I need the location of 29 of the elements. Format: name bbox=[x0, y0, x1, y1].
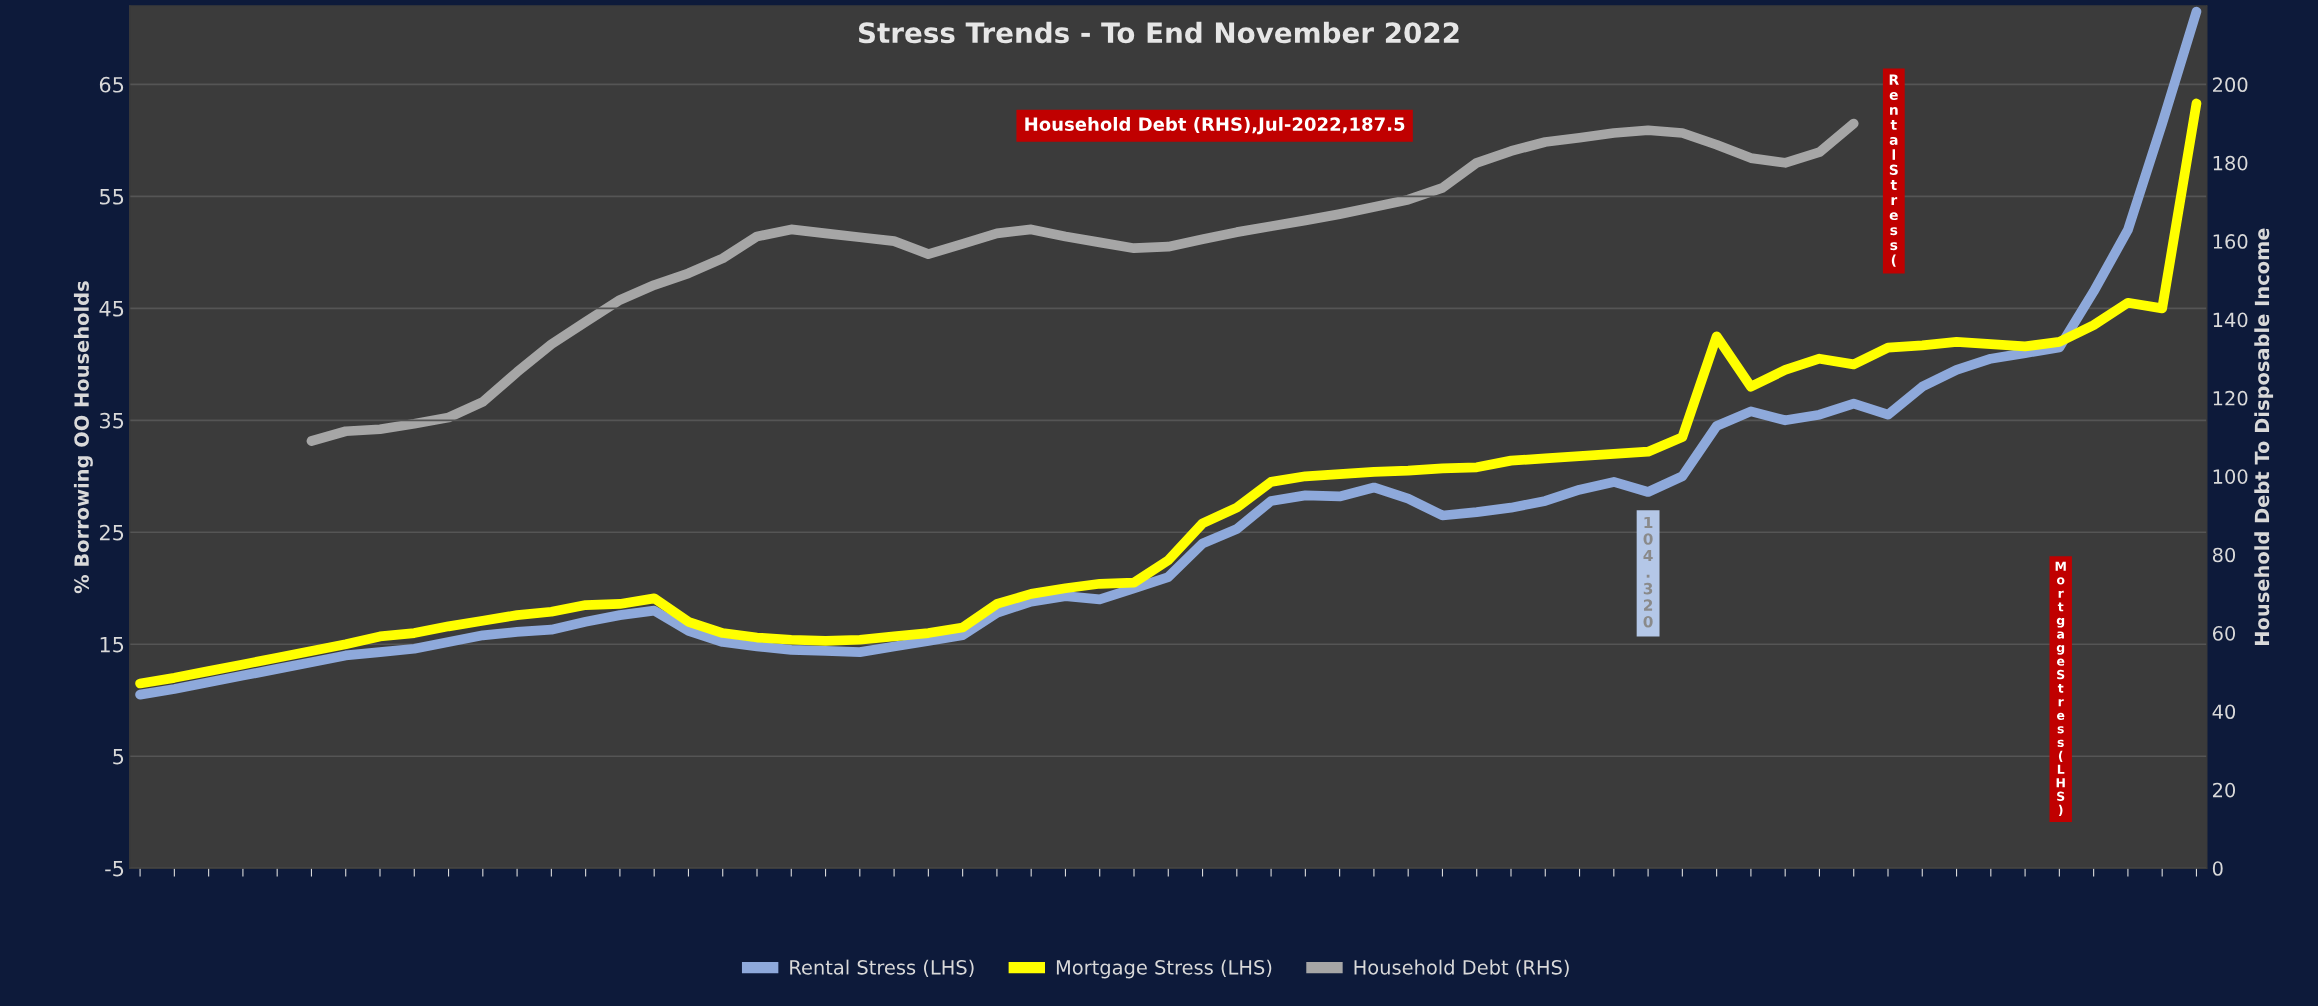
legend-label: Rental Stress (LHS) bbox=[790, 959, 974, 977]
annotation: Household Debt (RHS),Jul-2022,187.5 bbox=[1025, 117, 1405, 135]
y2-tick-label: 40 bbox=[2212, 704, 2236, 720]
y2-tick-label: 60 bbox=[2212, 626, 2236, 641]
y2-tick-label: 180 bbox=[2213, 155, 2248, 171]
y2-tick-label: 20 bbox=[2213, 782, 2236, 798]
annotation: 104.320 bbox=[1643, 516, 1653, 628]
y-tick-label: -5 bbox=[105, 860, 124, 877]
y2-tick-label: 140 bbox=[2213, 312, 2248, 328]
y-tick-label: 45 bbox=[99, 301, 124, 317]
y-axis-title: % Borrowing OO Households bbox=[73, 281, 93, 594]
y-tick-label: 5 bbox=[113, 748, 124, 765]
y2-tick-label: 160 bbox=[2213, 234, 2248, 249]
chart-title: Stress Trends - To End November 2022 bbox=[858, 21, 1459, 44]
y2-tick-label: 100 bbox=[2213, 469, 2248, 484]
y-tick-label: 25 bbox=[99, 524, 124, 541]
text: Rental Stress ( bbox=[1889, 74, 1899, 267]
text: Mortgage Stress (LHS) bbox=[2055, 561, 2066, 817]
y-tick-label: 15 bbox=[100, 636, 124, 653]
y-tick-label: 65 bbox=[99, 76, 124, 93]
y2-tick-label: 0 bbox=[2212, 861, 2223, 876]
y2-axis-title: Household Debt To Disposable Income bbox=[2254, 228, 2274, 645]
y-tick-label: 55 bbox=[100, 189, 124, 205]
y2-tick-label: 200 bbox=[2213, 77, 2248, 93]
legend-label: Household Debt (RHS) bbox=[1354, 959, 1569, 977]
y2-tick-label: 120 bbox=[2213, 390, 2248, 406]
y-tick-label: 35 bbox=[100, 412, 124, 429]
legend-label: Mortgage Stress (LHS) bbox=[1056, 959, 1272, 979]
y2-tick-label: 80 bbox=[2212, 547, 2236, 563]
